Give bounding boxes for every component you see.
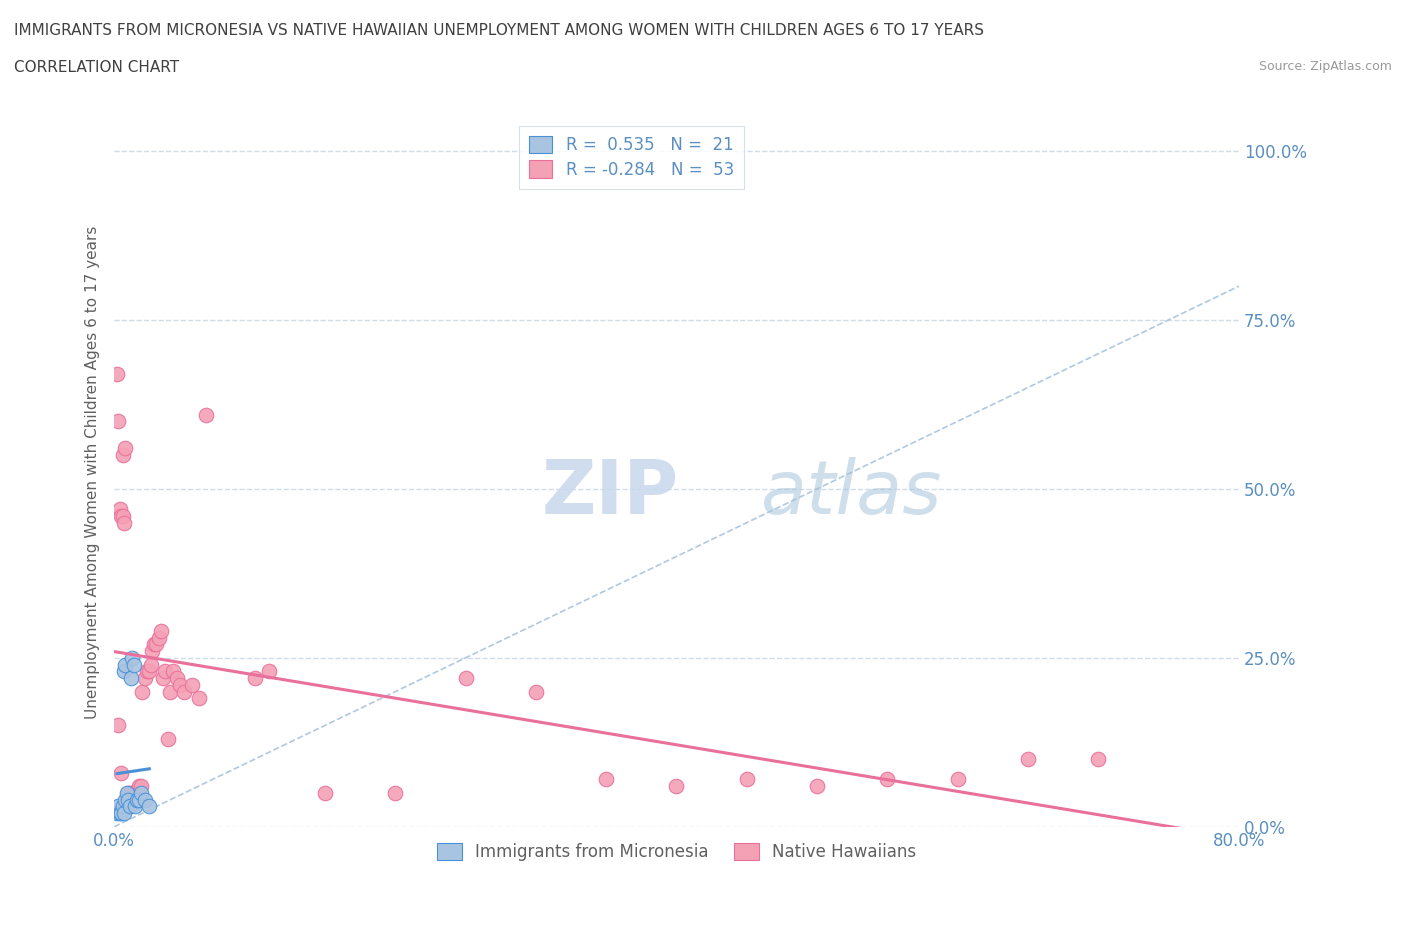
Point: [128, 778, 150, 793]
Point: [129, 786, 152, 801]
Point: [111, 799, 134, 814]
Point: [169, 677, 191, 692]
Point: [194, 407, 217, 422]
Point: [1017, 751, 1039, 766]
Point: [665, 778, 688, 793]
Point: [114, 658, 136, 672]
Point: [125, 792, 148, 807]
Point: [454, 671, 477, 685]
Point: [120, 671, 142, 685]
Point: [159, 684, 181, 699]
Point: [141, 644, 163, 658]
Point: [122, 658, 145, 672]
Text: atlas: atlas: [761, 458, 942, 529]
Point: [131, 684, 153, 699]
Point: [129, 778, 152, 793]
Point: [180, 677, 202, 692]
Point: [156, 731, 179, 746]
Point: [149, 623, 172, 638]
Point: [127, 786, 149, 801]
Point: [152, 671, 174, 685]
Point: [121, 650, 143, 665]
Point: [138, 664, 160, 679]
Point: [134, 671, 156, 685]
Point: [735, 772, 758, 787]
Point: [114, 441, 136, 456]
Point: [112, 805, 135, 820]
Point: [117, 786, 139, 801]
Point: [595, 772, 617, 787]
Text: ZIP: ZIP: [541, 457, 679, 530]
Point: [1087, 751, 1109, 766]
Point: [384, 786, 406, 801]
Point: [105, 805, 128, 820]
Point: [166, 671, 188, 685]
Point: [117, 792, 139, 807]
Point: [112, 515, 135, 530]
Point: [110, 805, 132, 820]
Point: [107, 799, 129, 814]
Point: [107, 718, 129, 733]
Point: [115, 786, 138, 801]
Point: [946, 772, 969, 787]
Legend: Immigrants from Micronesia, Native Hawaiians: Immigrants from Micronesia, Native Hawai…: [430, 836, 922, 868]
Text: CORRELATION CHART: CORRELATION CHART: [14, 60, 179, 75]
Point: [105, 366, 128, 381]
Point: [112, 664, 135, 679]
Point: [107, 414, 129, 429]
Point: [114, 792, 136, 807]
Point: [120, 786, 142, 801]
Point: [153, 664, 176, 679]
Point: [243, 671, 266, 685]
Point: [314, 786, 336, 801]
Point: [173, 684, 195, 699]
Point: [257, 664, 280, 679]
Point: [142, 637, 165, 652]
Point: [187, 691, 209, 706]
Text: IMMIGRANTS FROM MICRONESIA VS NATIVE HAWAIIAN UNEMPLOYMENT AMONG WOMEN WITH CHIL: IMMIGRANTS FROM MICRONESIA VS NATIVE HAW…: [14, 23, 984, 38]
Point: [118, 799, 141, 814]
Point: [134, 792, 156, 807]
Point: [128, 792, 150, 807]
Point: [111, 509, 134, 524]
Point: [806, 778, 828, 793]
Point: [138, 799, 160, 814]
Point: [124, 786, 146, 801]
Point: [135, 664, 157, 679]
Point: [108, 501, 131, 516]
Point: [524, 684, 547, 699]
Point: [162, 664, 184, 679]
Point: [145, 637, 167, 652]
Point: [110, 765, 132, 780]
Point: [121, 786, 143, 801]
Point: [876, 772, 898, 787]
Point: [110, 509, 132, 524]
Point: [111, 447, 134, 462]
Text: Source: ZipAtlas.com: Source: ZipAtlas.com: [1258, 60, 1392, 73]
Point: [124, 799, 146, 814]
Point: [125, 786, 148, 801]
Point: [139, 658, 162, 672]
Y-axis label: Unemployment Among Women with Children Ages 6 to 17 years: Unemployment Among Women with Children A…: [86, 225, 100, 719]
Point: [148, 631, 170, 645]
Point: [108, 805, 131, 820]
